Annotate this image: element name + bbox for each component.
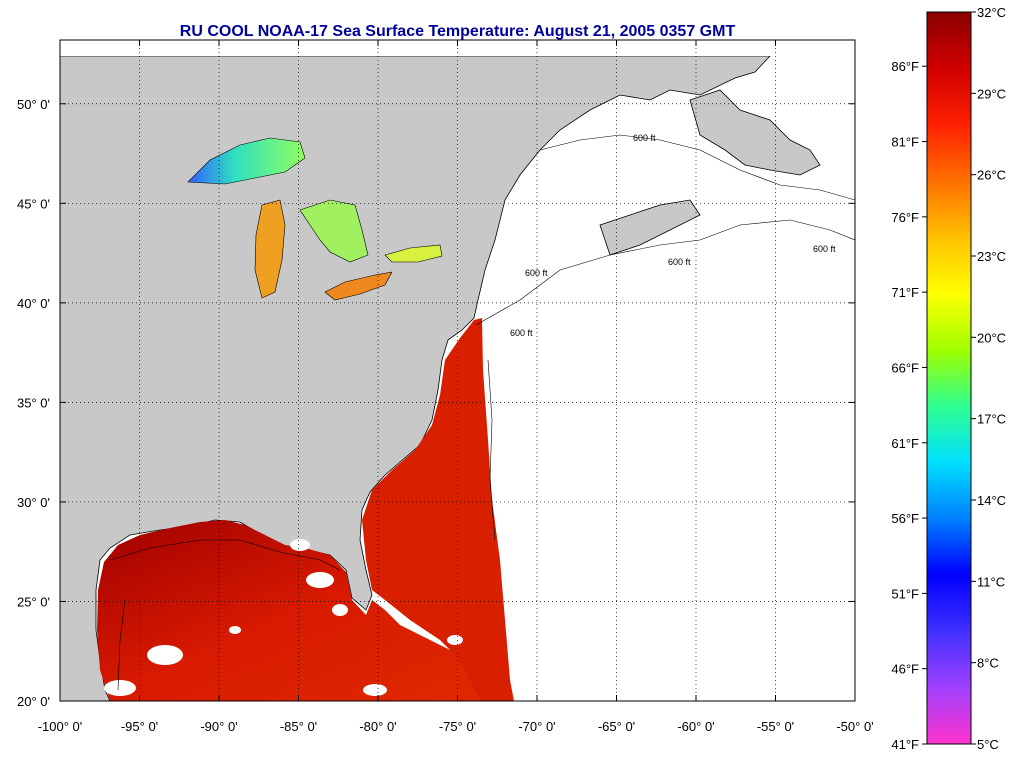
depth-contour-label: 600 ft [525,268,548,278]
depth-contours [109,134,855,691]
axis-ticks [59,40,856,702]
colorbar-fahrenheit-label: 56°F [891,511,919,526]
lake-ontario [384,244,443,263]
colorbar-fahrenheit-label: 71°F [891,285,919,300]
latitude-label: 25° 0' [17,594,50,609]
graticule [60,40,855,701]
latitude-label: 30° 0' [17,495,50,510]
longitude-label: -75° 0' [439,719,476,734]
land-nova-scotia [599,199,701,256]
colorbar-celsius-label: 23°C [977,249,1006,264]
land-mass [60,56,771,701]
colorbar-celsius-label: 29°C [977,86,1006,101]
map-title: RU COOL NOAA-17 Sea Surface Temperature:… [179,23,736,40]
longitude-label: -60° 0' [677,719,714,734]
colorbar-celsius-label: 17°C [977,412,1006,427]
colorbar-celsius-label: 8°C [977,656,999,671]
latitude-label: 40° 0' [17,296,50,311]
land-canada-east [689,89,821,176]
colorbar-fahrenheit-label: 86°F [891,59,919,74]
cloud-gaps [104,539,463,696]
colorbar-celsius-label: 32°C [977,5,1006,20]
plot-frame [59,39,856,702]
colorbar-fahrenheit-label: 66°F [891,360,919,375]
sst-atlantic-east [362,318,514,701]
colorbar-fahrenheit-label: 41°F [891,737,919,752]
latitude-label: 35° 0' [17,395,50,410]
latitude-labels: 50° 0' 45° 0' 40° 0' 35° 0' 30° 0' 25° 0' 20° … [17,97,50,709]
lake-michigan [254,199,286,299]
colorbar-fahrenheit-label: 61°F [891,436,919,451]
colorbar-celsius-label: 20°C [977,330,1006,345]
lake-superior [187,137,306,185]
colorbar-celsius-labels: 32°C 29°C 26°C 23°C 20°C 17°C 14°C 11°C 8°C 5°C [971,5,1006,752]
depth-contour-label: 600 ft [813,244,836,254]
longitude-label: -55° 0' [757,719,794,734]
longitude-label: -85° 0' [280,719,317,734]
longitude-label: -80° 0' [359,719,396,734]
depth-contour-label: 600 ft [633,133,656,143]
colorbar-fahrenheit-labels: 86°F 81°F 76°F 71°F 66°F 61°F 56°F 51°F 46°F 41°F [891,59,927,752]
colorbar-fahrenheit-label: 81°F [891,135,919,150]
sst-gulf-of-mexico [97,520,510,701]
latitude-label: 50° 0' [17,97,50,112]
colorbar-celsius-label: 14°C [977,493,1006,508]
colorbar-fahrenheit-label: 76°F [891,210,919,225]
longitude-label: -70° 0' [518,719,555,734]
longitude-label: -65° 0' [598,719,635,734]
colorbar-fahrenheit-label: 46°F [891,662,919,677]
depth-contour-labels: 600 ft 600 ft 600 ft 600 ft 600 ft [510,133,836,338]
lake-huron [299,199,369,263]
latitude-label: 20° 0' [17,694,50,709]
colorbar-celsius-label: 11°C [977,574,1005,589]
colorbar [926,11,972,745]
longitude-labels: -100° 0' -95° 0' -90° 0' -85° 0' -80° 0' -75°… [38,719,874,734]
depth-contour-label: 600 ft [668,257,691,267]
depth-contour-label: 600 ft [510,328,533,338]
longitude-label: -100° 0' [38,719,83,734]
colorbar-celsius-label: 26°C [977,168,1006,183]
longitude-label: -50° 0' [836,719,873,734]
longitude-label: -90° 0' [200,719,237,734]
colorbar-celsius-label: 5°C [977,737,999,752]
lake-erie [324,271,393,301]
longitude-label: -95° 0' [121,719,158,734]
colorbar-fahrenheit-label: 51°F [891,586,919,601]
latitude-label: 45° 0' [17,196,50,211]
